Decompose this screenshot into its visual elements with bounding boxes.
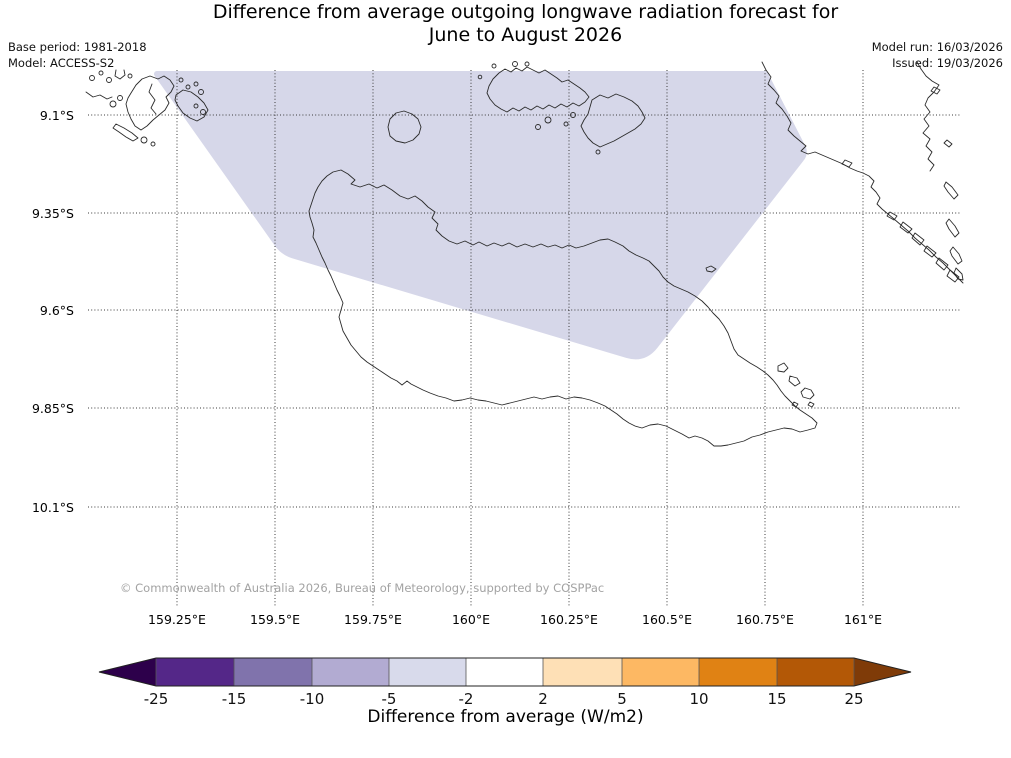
colorbar-tick: 10 [689,690,708,708]
colorbar-tick: -15 [222,690,247,708]
coastline-small-islets [705,265,815,408]
colorbar: -25 -15 -10 -5 -2 2 5 10 15 25 [98,657,912,708]
model-run-label: Model run: 16/03/2026 [871,40,1003,54]
base-period-label: Base period: 1981-2018 [8,40,147,54]
colorbar-tick: -10 [300,690,325,708]
lon-tick-label: 159.75°E [344,612,402,627]
lon-tick-label: 160°E [451,612,490,627]
coastline-guadalcanal [308,169,818,447]
lon-tick-label: 160.25°E [540,612,598,627]
coastline-russell-islands [85,69,209,147]
colorbar-arrow-above-max [854,658,911,686]
model-info: Base period: 1981-2018 Model: ACCESS-S2 [8,39,147,71]
lat-tick-label: 9.85°S [31,401,74,416]
colorbar-separators [155,658,855,686]
lon-tick-label: 160.5°E [642,612,692,627]
shaded-anomaly-region [154,71,807,360]
colorbar-tick: 25 [844,690,863,708]
coastline-florida-islands [477,61,646,155]
lon-tick-label: 160.75°E [736,612,794,627]
colorbar-segment [622,658,699,686]
coastline-savo-island [387,110,422,144]
lon-tick-label: 161°E [843,612,882,627]
coastlines [85,61,964,447]
colorbar-arrow-below-min [99,658,156,686]
colorbar-segment [699,658,777,686]
model-label: Model: ACCESS-S2 [8,56,115,70]
colorbar-outline [98,657,912,687]
lon-tick-label: 159.5°E [250,612,300,627]
colorbar-segment [156,658,234,686]
lat-tick-label: 9.6°S [39,303,74,318]
colorbar-segment [777,658,854,686]
lat-tick-label: 10.1°S [31,500,74,515]
lat-tick-label: 9.1°S [39,108,74,123]
colorbar-segment [543,658,622,686]
title-line-2: June to August 2026 [428,24,623,46]
colorbar-tick: -5 [382,690,397,708]
colorbar-tick: 5 [617,690,627,708]
colorbar-segment [466,658,543,686]
title-line-1: Difference from average outgoing longwav… [212,1,839,23]
colorbar-segment [389,658,466,686]
graticule [88,70,960,606]
colorbar-title: Difference from average (W/m2) [367,707,644,727]
copyright-notice: © Commonwealth of Australia 2026, Bureau… [120,581,605,595]
coastline-malaita [761,61,964,284]
colorbar-tick: -2 [459,690,474,708]
lon-tick-label: 159.25°E [148,612,206,627]
colorbar-segment [312,658,389,686]
lat-tick-label: 9.35°S [31,206,74,221]
colorbar-tick: 2 [538,690,548,708]
colorbar-tick-labels: -25 -15 -10 -5 -2 2 5 10 15 25 [144,690,864,708]
colorbar-tick: 15 [767,690,786,708]
colorbar-segment [234,658,312,686]
page-title: Difference from average outgoing longwav… [40,1,1011,47]
colorbar-tick: -25 [144,690,169,708]
